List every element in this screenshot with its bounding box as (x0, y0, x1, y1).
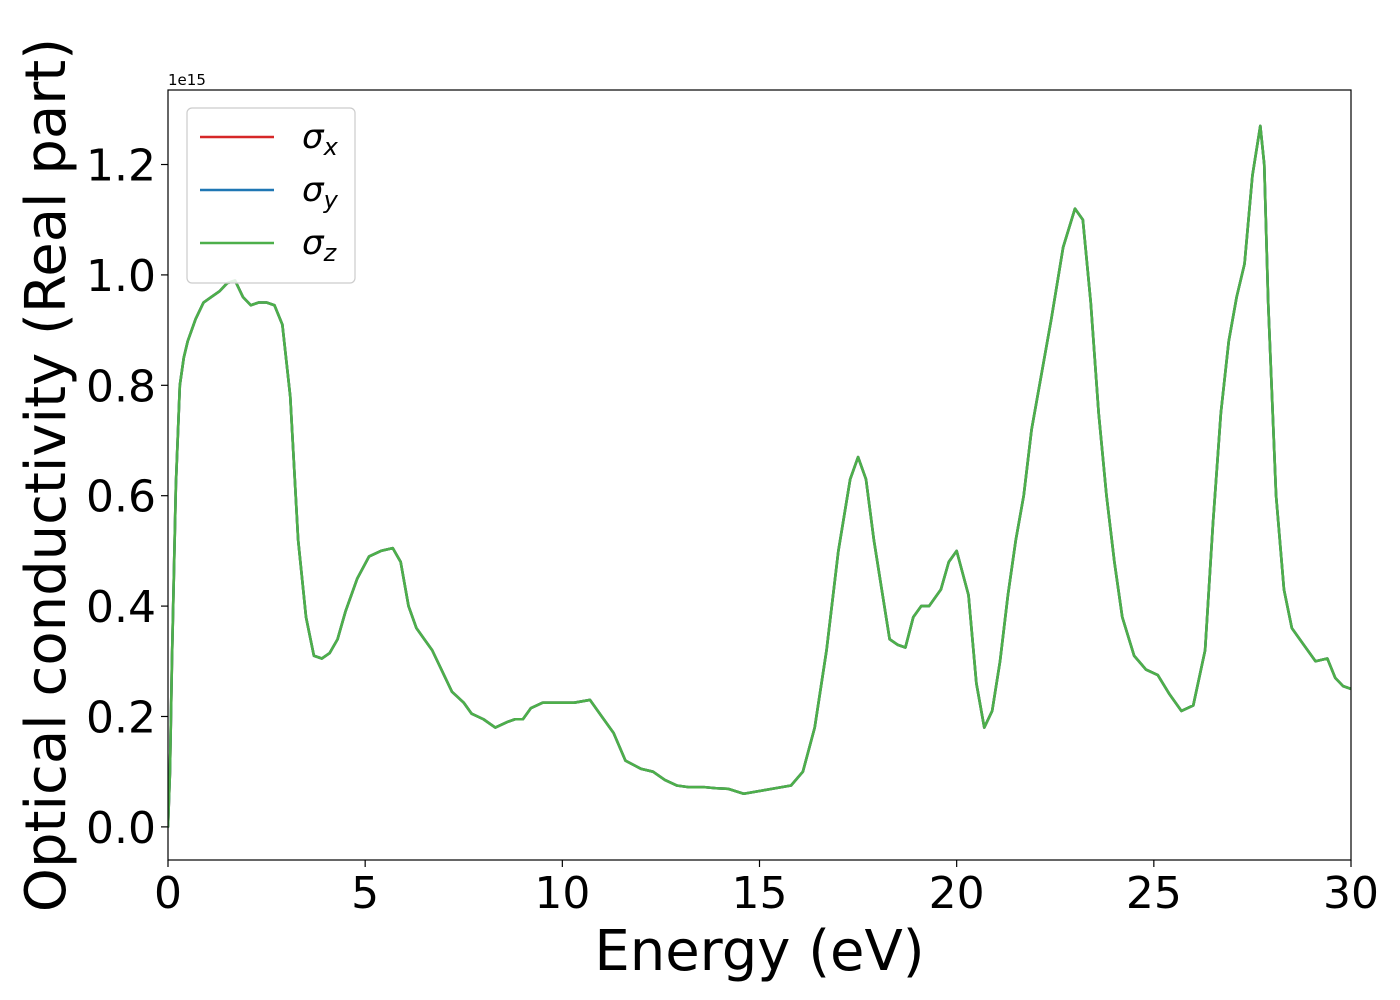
x-tick-label: 5 (351, 868, 379, 919)
y-tick-label: 1.0 (86, 251, 156, 302)
y-axis-label: Optical conductivity (Real part) (14, 38, 79, 912)
legend-box (186, 107, 356, 284)
series-group (168, 124, 1351, 829)
x-tick-label: 10 (534, 868, 590, 919)
x-axis-label: Energy (eV) (594, 919, 924, 984)
y-tick-label: 0.8 (86, 361, 156, 412)
x-tick-label: 30 (1323, 868, 1379, 919)
legend-label-y: σy (302, 170, 339, 214)
x-tick-label: 20 (929, 868, 985, 919)
x-tick-label: 0 (154, 868, 182, 919)
x-tick-label: 15 (732, 868, 788, 919)
legend: σx σy σz (186, 107, 356, 284)
x-tick-label: 25 (1126, 868, 1182, 919)
x-axis-ticks: 0 5 10 15 20 25 30 (154, 860, 1379, 919)
legend-label-x: σx (302, 117, 339, 161)
legend-label-z: σz (302, 223, 338, 267)
y-axis-ticks: 0.0 0.2 0.4 0.6 0.8 1.0 1.2 (86, 141, 168, 854)
y-tick-label: 1.2 (86, 141, 156, 192)
y-tick-label: 0.4 (86, 582, 156, 633)
y-tick-label: 0.0 (86, 803, 156, 854)
y-tick-label: 0.2 (86, 692, 156, 743)
series-line-σz (168, 124, 1351, 829)
y-offset-text: 1e15 (168, 71, 206, 89)
y-tick-label: 0.6 (86, 472, 156, 523)
